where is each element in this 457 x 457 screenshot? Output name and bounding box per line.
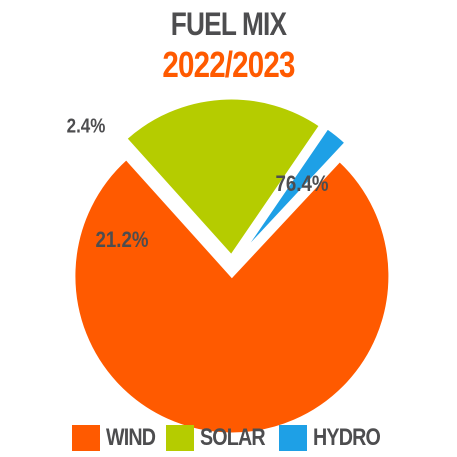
chart-legend: WIND SOLAR HYDRO [0,424,457,452]
legend-label-hydro: HYDRO [313,424,381,451]
chart-subtitle: 2022/2023 [162,44,295,85]
legend-swatch-hydro [279,425,308,451]
legend-label-solar: SOLAR [200,424,266,451]
pie-slice-wind [72,156,392,436]
legend-swatch-wind [72,425,101,451]
chart-title: FUEL MIX [170,6,287,42]
data-label-solar: 21.2% [95,228,148,252]
legend-label-wind: WIND [106,424,156,451]
legend-item-solar: SOLAR [166,424,269,452]
legend-swatch-solar [166,425,195,451]
data-label-hydro: 2.4% [67,114,106,137]
legend-item-wind: WIND [72,424,156,452]
legend-item-hydro: HYDRO [279,424,385,452]
data-label-wind: 76.4% [275,172,328,196]
pie-slice-solar [123,96,323,259]
pie-slice-hydro [237,125,349,260]
